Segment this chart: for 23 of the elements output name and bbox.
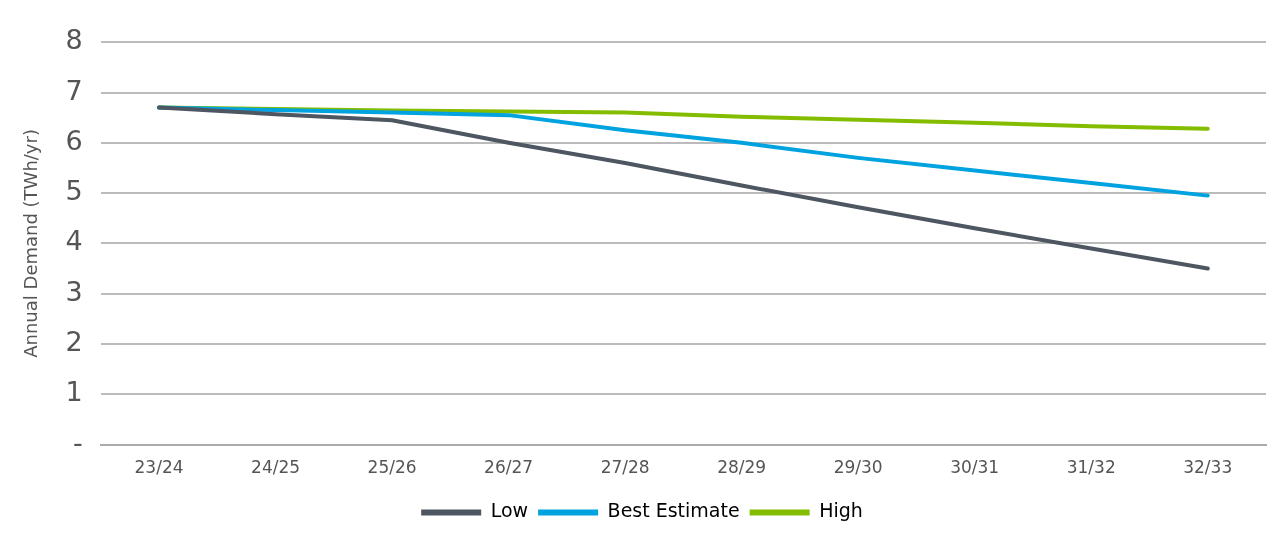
legend-label: Best Estimate (607, 499, 740, 522)
x-tick-label: 30/31 (950, 457, 1000, 478)
x-tick-label: 26/27 (484, 457, 534, 478)
y-tick-label: 7 (65, 74, 83, 106)
y-tick-label: 8 (65, 24, 83, 56)
x-tick-label: 28/29 (717, 457, 767, 478)
x-tick-label: 25/26 (367, 457, 417, 478)
x-tick-label: 31/32 (1066, 457, 1116, 478)
y-tick-label: 5 (65, 175, 83, 207)
y-tick-label: 4 (65, 225, 83, 257)
y-tick-label: - (73, 426, 83, 458)
y-tick-label: 2 (65, 326, 83, 358)
x-tick-label: 27/28 (600, 457, 650, 478)
x-tick-label: 23/24 (134, 457, 184, 478)
legend-label: High (819, 499, 863, 522)
x-tick-label: 32/33 (1183, 457, 1233, 478)
x-tick-label: 29/30 (833, 457, 883, 478)
y-tick-label: 3 (65, 275, 83, 307)
y-axis-title: Annual Demand (TWh/yr) (20, 129, 42, 358)
y-tick-label: 6 (65, 124, 83, 156)
legend-label: Low (490, 499, 529, 522)
y-tick-label: 1 (65, 376, 83, 408)
x-tick-label: 24/25 (251, 457, 301, 478)
